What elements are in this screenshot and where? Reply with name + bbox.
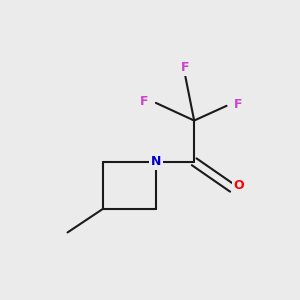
Text: O: O — [233, 179, 244, 192]
Text: F: F — [234, 98, 243, 111]
Text: F: F — [140, 95, 148, 108]
Text: N: N — [151, 155, 161, 168]
Text: F: F — [181, 61, 190, 74]
